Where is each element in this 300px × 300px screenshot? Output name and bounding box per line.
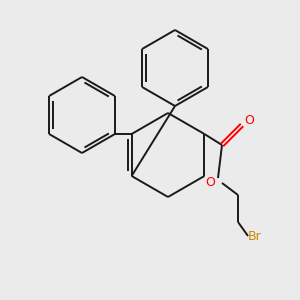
Text: Br: Br xyxy=(248,230,262,242)
Text: O: O xyxy=(205,176,215,188)
Text: O: O xyxy=(244,115,254,128)
